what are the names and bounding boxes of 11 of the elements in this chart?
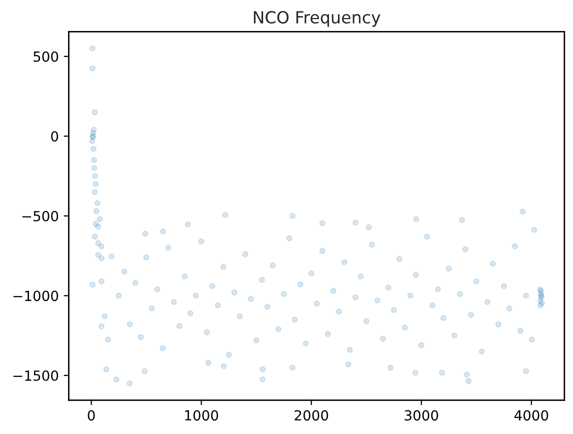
x-tick-label: 1000 <box>185 410 218 421</box>
y-tick-label: −1500 <box>14 370 58 381</box>
chart-title: NCO Frequency <box>254 10 380 27</box>
x-tick-label: 3000 <box>404 410 438 421</box>
y-tick-label: −500 <box>22 210 58 222</box>
x-tick-label: 2000 <box>294 410 328 421</box>
y-tick-label: 0 <box>51 131 58 142</box>
x-tick-label: 4000 <box>514 410 548 421</box>
y-tick-label: 500 <box>34 51 58 62</box>
y-tick-label: −1000 <box>14 290 58 302</box>
x-tick-label: 0 <box>88 410 95 421</box>
